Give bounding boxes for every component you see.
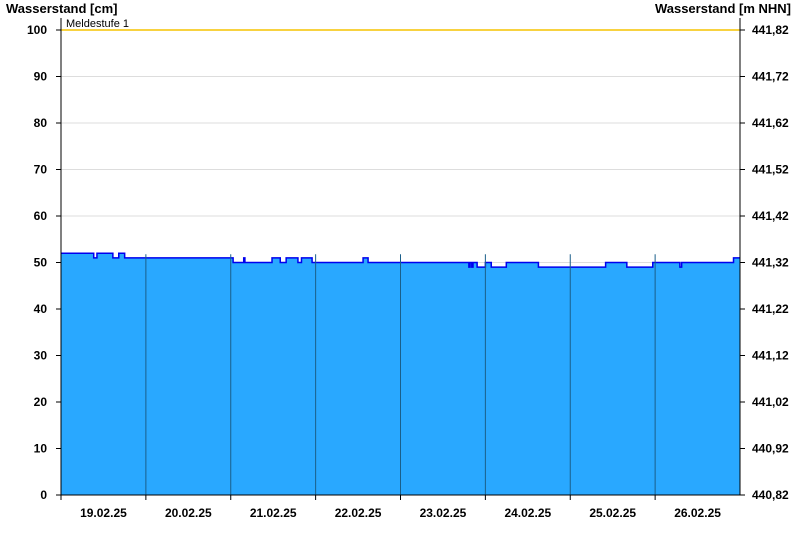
left-tick-label: 20 [34, 395, 48, 409]
left-tick-label: 30 [34, 349, 48, 363]
x-tick-label: 22.02.25 [335, 506, 382, 520]
left-axis-title: Wasserstand [cm] [6, 1, 118, 16]
water-level-line [61, 252, 740, 268]
threshold-label: Meldestufe 1 [66, 18, 129, 30]
right-tick-label: 440,82 [752, 488, 789, 502]
right-tick-label: 441,52 [752, 163, 789, 177]
right-tick-label: 441,02 [752, 395, 789, 409]
right-tick-label: 440,92 [752, 442, 789, 456]
x-tick-label: 20.02.25 [165, 506, 212, 520]
left-tick-label: 70 [34, 163, 48, 177]
right-tick-label: 441,72 [752, 70, 789, 84]
x-tick-label: 26.02.25 [674, 506, 721, 520]
right-tick-label: 441,62 [752, 116, 789, 130]
x-tick-label: 21.02.25 [250, 506, 297, 520]
right-tick-label: 441,42 [752, 209, 789, 223]
right-tick-label: 441,32 [752, 256, 789, 270]
right-tick-label: 441,82 [752, 23, 789, 37]
left-tick-label: 50 [34, 256, 48, 270]
left-tick-label: 10 [34, 442, 48, 456]
left-tick-label: 40 [34, 302, 48, 316]
left-tick-label: 60 [34, 209, 48, 223]
x-tick-label: 23.02.25 [420, 506, 467, 520]
left-tick-label: 100 [27, 23, 47, 37]
right-tick-label: 441,12 [752, 349, 789, 363]
x-tick-label: 19.02.25 [80, 506, 127, 520]
x-tick-label: 24.02.25 [504, 506, 551, 520]
right-axis-title: Wasserstand [m NHN] [655, 1, 791, 16]
left-tick-label: 90 [34, 70, 48, 84]
left-tick-label: 0 [40, 488, 47, 502]
right-tick-label: 441,22 [752, 302, 789, 316]
left-tick-label: 80 [34, 116, 48, 130]
x-tick-label: 25.02.25 [589, 506, 636, 520]
